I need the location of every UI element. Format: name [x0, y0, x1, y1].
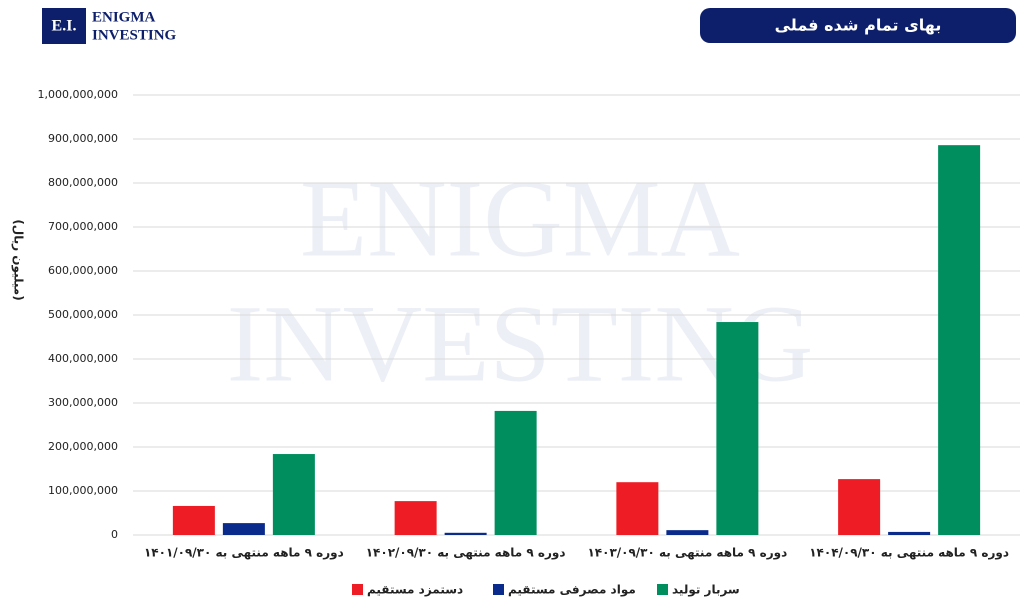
- bar: [494, 410, 537, 535]
- bar: [616, 482, 659, 535]
- y-tick-label: 100,000,000: [48, 484, 118, 497]
- watermark-line: ENIGMA: [300, 157, 740, 279]
- y-tick-label: 300,000,000: [48, 396, 118, 409]
- y-tick-label: 600,000,000: [48, 264, 118, 277]
- y-tick-label: 700,000,000: [48, 220, 118, 233]
- legend-swatch: [493, 584, 504, 595]
- watermark: ENIGMA INVESTING: [227, 157, 814, 404]
- y-tick-label: 500,000,000: [48, 308, 118, 321]
- logo-text: INVESTING: [92, 27, 177, 43]
- logo-text: ENIGMA: [92, 9, 156, 25]
- y-axis-label: (میلیون ریال): [11, 219, 26, 300]
- y-tick-label: 0: [111, 528, 118, 541]
- bar: [444, 532, 487, 535]
- bar: [938, 145, 981, 535]
- y-tick-label: 1,000,000,000: [38, 88, 118, 101]
- y-tick-label: 800,000,000: [48, 176, 118, 189]
- bar: [272, 454, 315, 535]
- legend-label: مواد مصرفی مستقیم: [508, 583, 636, 598]
- chart-title: بهای تمام شده فملی: [775, 16, 942, 35]
- bar: [716, 322, 759, 535]
- bar: [172, 505, 215, 535]
- y-tick-label: 200,000,000: [48, 440, 118, 453]
- x-tick-label: دوره ۹ ماهه منتهی به ۱۴۰۲/۰۹/۳۰: [366, 546, 566, 561]
- y-tick-label: 400,000,000: [48, 352, 118, 365]
- watermark-line: INVESTING: [227, 282, 814, 404]
- x-tick-label: دوره ۹ ماهه منتهی به ۱۴۰۳/۰۹/۳۰: [587, 546, 787, 561]
- logo-mark: E.I.: [52, 18, 77, 35]
- legend-swatch: [657, 584, 668, 595]
- x-tick-label: دوره ۹ ماهه منتهی به ۱۴۰۱/۰۹/۳۰: [144, 546, 344, 561]
- legend-label: سربار تولید: [672, 583, 740, 598]
- bar: [888, 531, 931, 535]
- y-tick-label: 900,000,000: [48, 132, 118, 145]
- legend-swatch: [352, 584, 363, 595]
- x-tick-label: دوره ۹ ماهه منتهی به ۱۴۰۴/۰۹/۳۰: [809, 546, 1009, 561]
- legend-label: دستمزد مستقیم: [367, 583, 463, 597]
- bar: [394, 501, 437, 535]
- bar: [666, 530, 709, 535]
- title-box: [700, 8, 1016, 43]
- logo-box: [42, 8, 86, 44]
- bar: [222, 523, 265, 535]
- bar: [838, 479, 881, 535]
